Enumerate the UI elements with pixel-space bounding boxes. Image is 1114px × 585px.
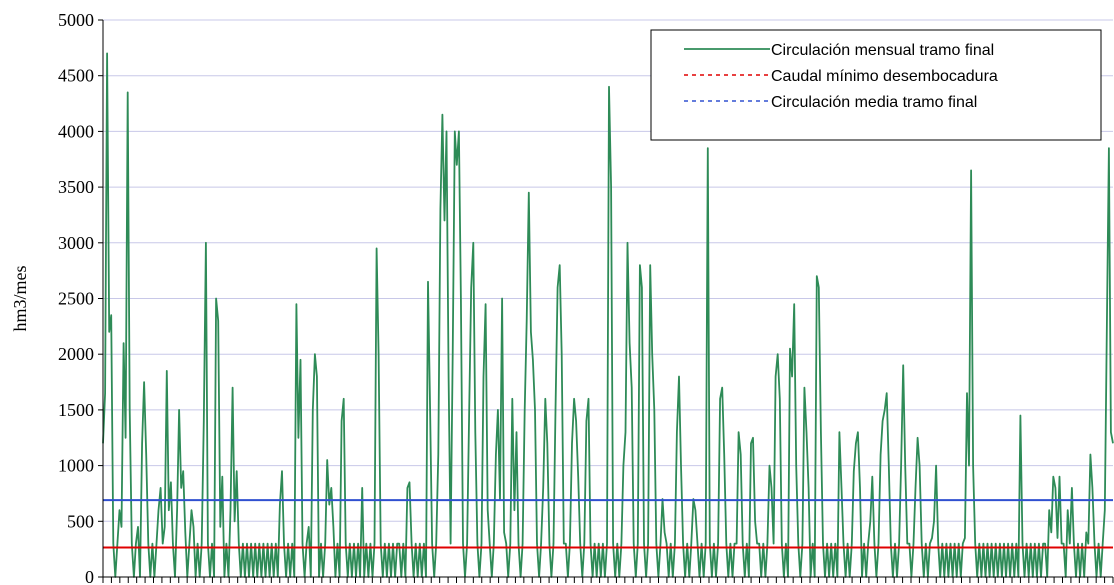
legend-label-media: Circulación media tramo final	[771, 94, 977, 111]
y-tick-label: 3000	[58, 233, 94, 253]
y-tick-label: 500	[67, 511, 94, 531]
y-tick-label: 0	[85, 567, 94, 585]
series-line-mensual	[102, 52, 1114, 578]
legend: Circulación mensual tramo final Caudal m…	[650, 29, 1102, 141]
y-tick-label: 1000	[58, 456, 94, 476]
legend-label-mensual: Circulación mensual tramo final	[771, 42, 994, 59]
y-tick-label: 2000	[58, 344, 94, 364]
y-axis-ticks: 0 500 1000 1500 2000 2500 3000 3500 4000 4500 5000	[58, 10, 103, 585]
y-tick-label: 5000	[58, 10, 94, 30]
x-axis-ticks	[102, 577, 1114, 583]
series-lines	[102, 52, 1114, 578]
y-tick-label: 2500	[58, 289, 94, 309]
y-axis-label: hm3/mes	[10, 266, 30, 332]
legend-label-minimo: Caudal mínimo desembocadura	[771, 68, 998, 85]
y-tick-label: 4500	[58, 66, 94, 86]
y-tick-label: 1500	[58, 400, 94, 420]
y-tick-label: 4000	[58, 121, 94, 141]
y-tick-label: 3500	[58, 177, 94, 197]
